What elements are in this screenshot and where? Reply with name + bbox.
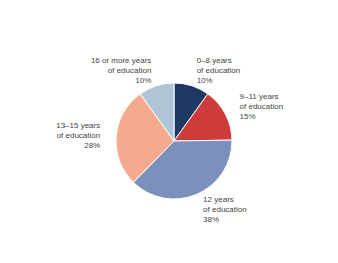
svg-text:0–8 yearsof education10%: 0–8 yearsof education10% xyxy=(197,56,241,85)
svg-text:16 or more yearsof education10: 16 or more yearsof education10% xyxy=(91,56,151,85)
svg-text:9–11 yearsof education15%: 9–11 yearsof education15% xyxy=(240,92,284,121)
svg-text:12 yearsof education38%: 12 yearsof education38% xyxy=(203,195,247,224)
svg-text:13–15 yearsof education28%: 13–15 yearsof education28% xyxy=(56,121,100,150)
